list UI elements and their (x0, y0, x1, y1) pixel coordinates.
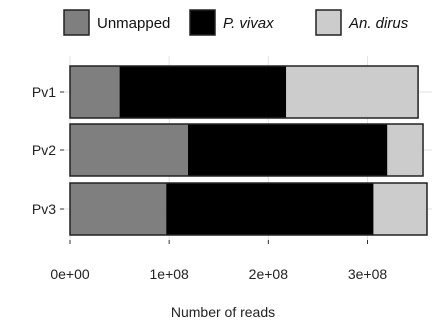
bar-group-pv2 (69, 123, 424, 177)
bar-group-pv3 (69, 182, 428, 236)
x-tick-label-1: 1e+08 (150, 266, 190, 282)
bar-pv2-p-vivax (188, 124, 388, 176)
bar-pv3-unmapped (70, 183, 167, 235)
legend-item-p-vivax: P. vivax (189, 9, 274, 36)
y-axis: Pv1 Pv2 Pv3 (32, 84, 64, 217)
x-tick-label-2: 2e+08 (249, 266, 289, 282)
bar-outline-pv1 (69, 65, 419, 119)
legend-label-an-dirus: An. dirus (348, 15, 409, 32)
y-tick-label-pv3: Pv3 (32, 201, 56, 217)
y-tick-label-pv1: Pv1 (32, 84, 56, 100)
bar-pv2-unmapped (70, 124, 189, 176)
bar-pv1-an-dirus (286, 66, 419, 118)
x-tick-label-0: 0e+00 (50, 266, 90, 282)
legend-item-an-dirus: An. dirus (315, 9, 409, 36)
bar-pv3-an-dirus (373, 183, 427, 235)
x-axis-title: Number of reads (171, 304, 275, 320)
bar-outline-pv2 (69, 123, 424, 177)
legend-swatch-unmapped (63, 9, 90, 36)
bar-pv1-p-vivax (119, 66, 287, 118)
legend-swatch-an-dirus (315, 9, 342, 36)
legend-label-p-vivax: P. vivax (223, 15, 274, 32)
bar-pv3-p-vivax (166, 183, 374, 235)
legend-swatch-p-vivax (189, 9, 216, 36)
bar-pv1-unmapped (70, 66, 120, 118)
x-tick-label-3: 3e+08 (348, 266, 388, 282)
bar-group-pv1 (69, 65, 419, 119)
legend-label-unmapped: Unmapped (97, 15, 170, 32)
bar-pv2-an-dirus (387, 124, 424, 176)
bar-outline-pv3 (69, 182, 428, 236)
bars (69, 65, 428, 236)
legend: Unmapped P. vivax An. dirus (63, 9, 409, 36)
legend-item-unmapped: Unmapped (63, 9, 170, 36)
y-tick-label-pv2: Pv2 (32, 142, 56, 158)
